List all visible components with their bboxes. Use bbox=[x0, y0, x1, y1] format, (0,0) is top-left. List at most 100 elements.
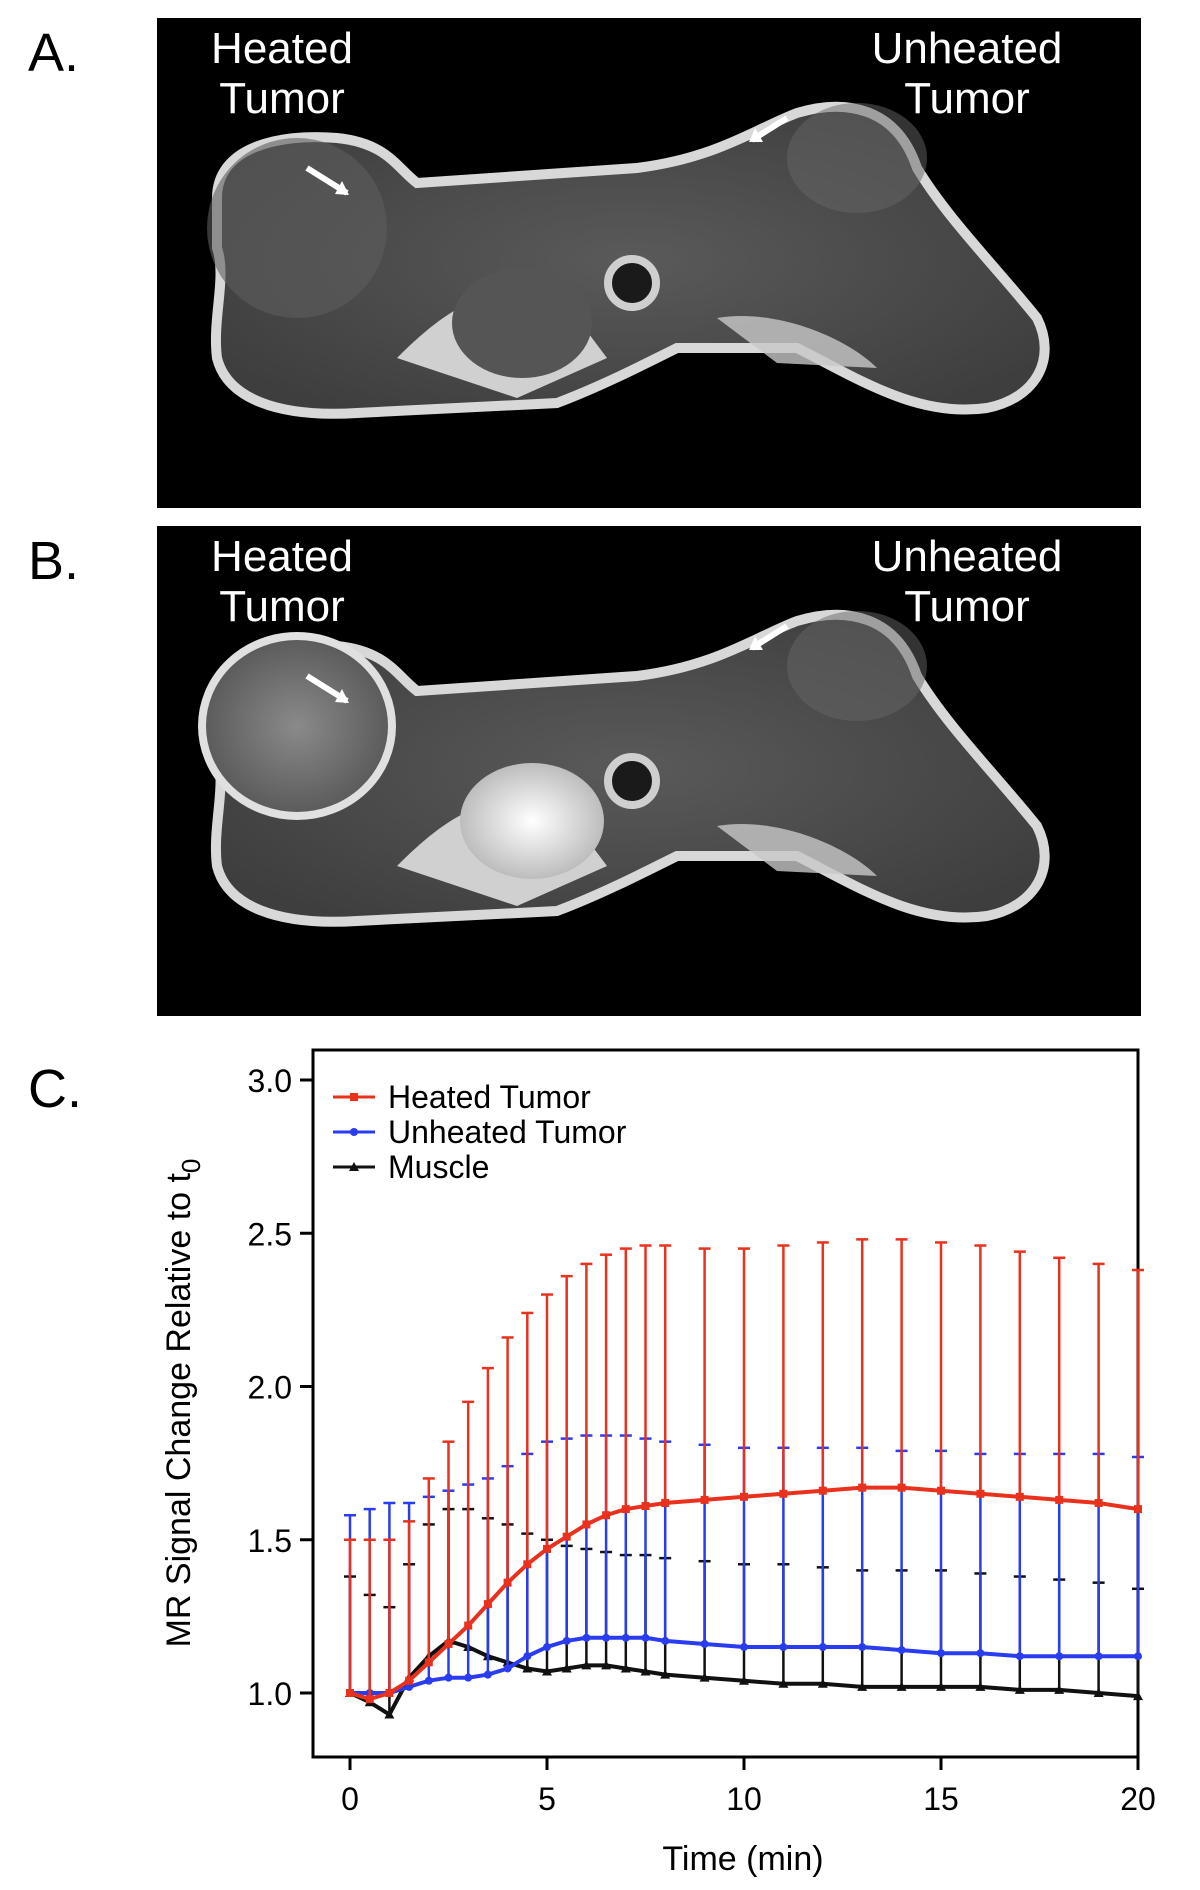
mri-scan-a bbox=[207, 101, 1050, 419]
point-marker bbox=[444, 1673, 453, 1682]
point-marker bbox=[621, 1505, 630, 1514]
point-marker bbox=[1133, 1691, 1143, 1701]
point-marker bbox=[661, 1498, 670, 1507]
legend-label: Muscle bbox=[388, 1149, 489, 1185]
point-marker bbox=[661, 1636, 670, 1645]
label-unheated-tumor: Unheated Tumor bbox=[871, 24, 1063, 123]
point-marker bbox=[779, 1489, 788, 1498]
point-marker bbox=[444, 1639, 453, 1648]
point-marker bbox=[1015, 1652, 1024, 1661]
point-marker bbox=[562, 1532, 571, 1541]
point-marker bbox=[660, 1669, 671, 1679]
point-marker bbox=[542, 1666, 552, 1676]
point-marker bbox=[503, 1664, 512, 1673]
point-marker bbox=[620, 1663, 631, 1673]
point-marker bbox=[1094, 1498, 1103, 1507]
point-marker bbox=[699, 1672, 710, 1682]
x-tick-label: 5 bbox=[538, 1781, 556, 1817]
point-marker bbox=[424, 1676, 433, 1685]
panel-a-letter: A. bbox=[28, 23, 80, 83]
point-marker bbox=[464, 1621, 473, 1630]
point-marker bbox=[503, 1578, 512, 1587]
point-marker bbox=[1134, 1505, 1142, 1514]
legend-label: Heated Tumor bbox=[388, 1079, 591, 1115]
point-marker bbox=[350, 1128, 358, 1136]
mri-image-panel-a: Heated Tumor Unheated Tumor bbox=[157, 18, 1141, 508]
point-marker bbox=[858, 1483, 867, 1492]
point-marker bbox=[543, 1643, 551, 1652]
point-marker bbox=[641, 1633, 650, 1642]
point-marker bbox=[346, 1689, 354, 1697]
point-marker bbox=[1055, 1495, 1064, 1504]
point-marker bbox=[405, 1676, 414, 1685]
point-marker bbox=[602, 1633, 611, 1642]
y-tick-label: 2.0 bbox=[248, 1370, 292, 1406]
point-marker bbox=[582, 1520, 591, 1529]
point-marker bbox=[700, 1495, 709, 1504]
point-marker bbox=[581, 1660, 592, 1670]
point-marker bbox=[858, 1643, 867, 1652]
point-marker bbox=[1094, 1652, 1103, 1661]
label-heated-tumor: Heated Tumor bbox=[211, 532, 353, 631]
point-marker bbox=[522, 1663, 533, 1673]
point-marker bbox=[897, 1483, 906, 1492]
x-tick-label: 10 bbox=[726, 1781, 762, 1817]
legend-label: Unheated Tumor bbox=[388, 1114, 627, 1150]
point-marker bbox=[817, 1678, 828, 1688]
point-marker bbox=[384, 1709, 395, 1719]
point-marker bbox=[523, 1652, 532, 1661]
x-tick-label: 0 bbox=[341, 1781, 359, 1817]
point-marker bbox=[464, 1673, 473, 1682]
point-marker bbox=[621, 1633, 630, 1642]
point-marker bbox=[740, 1492, 748, 1501]
point-marker bbox=[818, 1643, 827, 1652]
point-marker bbox=[778, 1678, 789, 1688]
y-tick-label: 2.5 bbox=[248, 1216, 292, 1252]
point-marker bbox=[483, 1670, 492, 1679]
label-heated-tumor: Heated Tumor bbox=[211, 24, 353, 123]
point-marker bbox=[896, 1681, 907, 1691]
y-tick-label: 1.0 bbox=[248, 1676, 292, 1712]
panel-c-letter: C. bbox=[28, 1059, 82, 1119]
y-axis-label: MR Signal Change Relative to t0 bbox=[160, 1159, 206, 1648]
series-heated-tumor bbox=[344, 1238, 1144, 1704]
x-tick-label: 15 bbox=[923, 1781, 959, 1817]
point-marker bbox=[602, 1511, 611, 1520]
point-marker bbox=[818, 1486, 827, 1495]
point-marker bbox=[385, 1689, 394, 1697]
mri-scan-b bbox=[198, 609, 1050, 927]
x-tick-label: 20 bbox=[1120, 1781, 1156, 1817]
point-marker bbox=[740, 1643, 748, 1652]
point-marker bbox=[976, 1489, 985, 1498]
panel-b-letter: B. bbox=[28, 531, 80, 591]
point-marker bbox=[543, 1544, 551, 1553]
point-marker bbox=[582, 1633, 591, 1642]
point-marker bbox=[1093, 1688, 1104, 1697]
point-marker bbox=[601, 1660, 612, 1670]
point-marker bbox=[523, 1560, 532, 1569]
label-unheated-tumor: Unheated Tumor bbox=[871, 532, 1063, 631]
x-axis-label: Time (min) bbox=[662, 1840, 823, 1878]
point-marker bbox=[897, 1646, 906, 1655]
y-tick-label: 1.5 bbox=[248, 1523, 292, 1559]
point-marker bbox=[350, 1093, 358, 1101]
signal-change-chart: 1.0 1.5 2.0 2.5 3.0 0 5 10 15 20 Heated TumorUnhe… bbox=[160, 1048, 1156, 1878]
legend-item: Unheated Tumor bbox=[333, 1114, 627, 1150]
point-marker bbox=[975, 1681, 986, 1691]
point-marker bbox=[1134, 1652, 1142, 1661]
point-marker bbox=[937, 1649, 945, 1658]
point-marker bbox=[857, 1681, 868, 1691]
point-marker bbox=[739, 1675, 749, 1685]
mri-image-panel-b: Heated Tumor Unheated Tumor bbox=[157, 526, 1141, 1016]
point-marker bbox=[779, 1643, 788, 1652]
point-marker bbox=[936, 1681, 946, 1691]
legend-item: Heated Tumor bbox=[333, 1079, 591, 1115]
point-marker bbox=[562, 1636, 571, 1645]
point-marker bbox=[1015, 1492, 1024, 1501]
point-marker bbox=[1054, 1684, 1065, 1694]
legend-item: Muscle bbox=[333, 1149, 489, 1185]
point-marker bbox=[561, 1663, 572, 1673]
point-marker bbox=[365, 1695, 374, 1704]
point-marker bbox=[937, 1486, 945, 1495]
point-marker bbox=[405, 1682, 414, 1691]
